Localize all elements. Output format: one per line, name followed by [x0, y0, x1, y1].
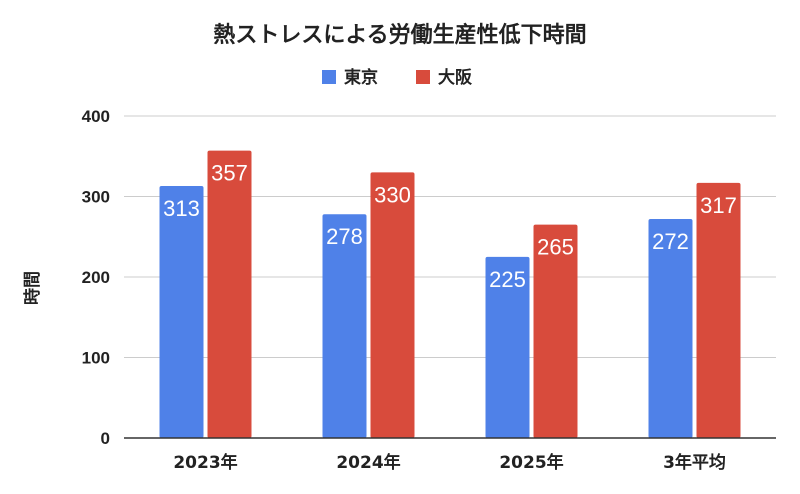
legend-label: 東京: [344, 67, 378, 88]
chart-title: 熱ストレスによる労働生産性低下時間: [213, 22, 586, 48]
x-tick-label: 3年平均: [663, 452, 726, 473]
data-label: 313: [163, 196, 200, 221]
y-tick-label: 400: [82, 107, 110, 126]
x-axis-ticks: 2023年 2024年 2025年 3年平均: [173, 452, 726, 473]
x-tick-label: 2025年: [499, 452, 563, 473]
data-label: 265: [537, 235, 574, 260]
bars: [159, 150, 741, 439]
bar-osaka: [533, 224, 578, 438]
y-tick-label: 300: [82, 188, 110, 207]
data-label: 225: [489, 267, 526, 292]
y-tick-label: 0: [101, 429, 110, 448]
bar-osaka: [370, 172, 415, 438]
data-label: 278: [326, 224, 363, 249]
y-axis-label: 時間: [22, 271, 43, 305]
data-label: 357: [211, 161, 248, 186]
legend-swatch: [322, 70, 336, 84]
x-tick-label: 2024年: [336, 452, 400, 473]
data-label: 272: [652, 229, 689, 254]
legend-label: 大阪: [438, 67, 472, 88]
bar-osaka: [207, 150, 252, 439]
y-axis-ticks: 0 100 200 300 400: [82, 107, 110, 448]
legend: 東京 大阪: [322, 67, 472, 88]
bar-tokyo: [322, 214, 367, 438]
y-tick-label: 200: [82, 268, 110, 287]
bar-tokyo: [159, 186, 204, 438]
bar-tokyo: [648, 219, 693, 438]
data-labels: 313 357 278 330 225 265 272 317: [163, 161, 737, 292]
x-tick-label: 2023年: [173, 452, 237, 473]
y-tick-label: 100: [82, 349, 110, 368]
data-label: 317: [700, 193, 737, 218]
bar-tokyo: [485, 256, 530, 438]
legend-swatch: [416, 70, 430, 84]
data-label: 330: [374, 182, 411, 207]
bar-osaka: [696, 182, 741, 438]
